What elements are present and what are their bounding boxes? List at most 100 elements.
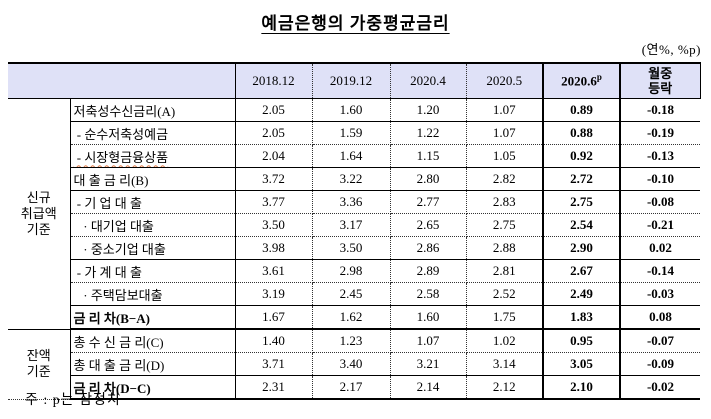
cell-value: 2.45: [312, 282, 391, 306]
row-label: 금 리 차(B−A): [70, 305, 236, 330]
cell-value: 2.86: [390, 236, 467, 260]
cell-value: 1.07: [390, 329, 467, 353]
cell-value: 1.60: [390, 305, 467, 330]
row-total-deposit-rate-c: 잔액 기준 총 수 신 금 리(C) 1.40 1.23 1.07 1.02 0…: [8, 329, 700, 400]
cell-value-current: 1.83: [542, 305, 621, 330]
cell-value-change: -0.21: [620, 213, 700, 237]
cell-value: 3.21: [390, 352, 467, 376]
cell-value-current: 0.88: [542, 121, 621, 145]
weighted-average-rates-table: 2018.12 2019.12 2020.4 2020.5 2020.6p 월중…: [8, 62, 701, 400]
row-label: - 기 업 대 출: [70, 190, 236, 214]
cell-value: 2.77: [390, 190, 467, 214]
cell-value: 3.19: [235, 282, 313, 306]
cell-value: 1.07: [466, 121, 543, 145]
cell-value-change: 0.08: [620, 305, 700, 330]
cell-value: 2.52: [466, 282, 543, 306]
monthly-change-line2: 등락: [648, 81, 673, 96]
cell-value: 1.64: [312, 144, 391, 168]
cell-value: 3.22: [312, 167, 391, 191]
cell-value: 3.50: [235, 213, 313, 237]
header-col-2018-12: 2018.12: [235, 62, 313, 99]
cell-value: 1.60: [312, 98, 391, 122]
cell-value: 2.83: [466, 190, 543, 214]
cell-value: 2.75: [466, 213, 543, 237]
preliminary-superscript: p: [596, 72, 602, 83]
cell-value-current: 2.90: [542, 236, 621, 260]
header-blank-cell: [8, 62, 236, 99]
cell-value: 2.80: [390, 167, 467, 191]
row-large-corp-loans: · 대기업 대출 3.50 3.17 2.65 2.75 2.54 -0.21: [8, 213, 700, 237]
cell-value-change: -0.02: [620, 375, 700, 400]
cell-value: 3.50: [312, 236, 391, 260]
cell-value-current: 2.54: [542, 213, 621, 237]
cell-value: 2.82: [466, 167, 543, 191]
cell-value-current: 0.92: [542, 144, 621, 168]
cell-value-change: -0.10: [620, 167, 700, 191]
cell-value: 2.31: [235, 375, 313, 400]
cell-value: 1.05: [466, 144, 543, 168]
header-col-2020-6-preliminary: 2020.6p: [542, 62, 621, 99]
row-label: 금 리 차(D−C): [70, 375, 236, 400]
cell-value-change: -0.14: [620, 259, 700, 283]
cell-value: 1.22: [390, 121, 467, 145]
cell-value-current: 0.89: [542, 98, 621, 122]
cell-value: 2.05: [235, 121, 313, 145]
cell-value: 2.65: [390, 213, 467, 237]
cell-value-change: -0.18: [620, 98, 700, 122]
cell-value: 3.17: [312, 213, 391, 237]
cell-value: 2.81: [466, 259, 543, 283]
row-market-type-products: - 시장형금융상품 2.04 1.64 1.15 1.05 0.92 -0.13: [8, 144, 700, 168]
row-corporate-loans: - 기 업 대 출 3.77 3.36 2.77 2.83 2.75 -0.08: [8, 190, 700, 214]
row-household-loans: - 가 계 대 출 3.61 2.98 2.89 2.81 2.67 -0.14: [8, 259, 700, 283]
cell-value-change: -0.09: [620, 352, 700, 376]
cell-value-current: 2.72: [542, 167, 621, 191]
row-label: 총 수 신 금 리(C): [70, 329, 236, 353]
header-col-2019-12: 2019.12: [312, 62, 391, 99]
row-label: 대 출 금 리(B): [70, 167, 236, 191]
cell-value: 1.59: [312, 121, 391, 145]
cell-value-change: -0.13: [620, 144, 700, 168]
page-title: 예금은행의 가중평균금리: [261, 14, 450, 33]
cell-value: 2.89: [390, 259, 467, 283]
cell-value-current: 2.75: [542, 190, 621, 214]
cell-value-change: -0.07: [620, 329, 700, 353]
header-col-2020-4: 2020.4: [390, 62, 467, 99]
cell-value-change: -0.19: [620, 121, 700, 145]
cell-value: 2.98: [312, 259, 391, 283]
cell-value: 3.40: [312, 352, 391, 376]
row-loan-rate-b: 대 출 금 리(B) 3.72 3.22 2.80 2.82 2.72 -0.1…: [8, 167, 700, 191]
row-spread-d-c: 금 리 차(D−C) 2.31 2.17 2.14 2.12 2.10 -0.0…: [8, 375, 700, 400]
cell-value: 1.15: [390, 144, 467, 168]
cell-value: 3.77: [235, 190, 313, 214]
row-label: 저축성수신금리(A): [70, 98, 236, 122]
cell-value-current: 2.49: [542, 282, 621, 306]
cell-value-change: -0.08: [620, 190, 700, 214]
cell-value: 2.58: [390, 282, 467, 306]
cell-value: 1.67: [235, 305, 313, 330]
cell-value: 1.23: [312, 329, 391, 353]
cell-value-change: 0.02: [620, 236, 700, 260]
cell-value-current: 2.10: [542, 375, 621, 400]
cell-value: 1.62: [312, 305, 391, 330]
header-current-label: 2020.6: [561, 73, 597, 89]
row-pure-savings-deposit: - 순수저축성예금 2.05 1.59 1.22 1.07 0.88 -0.19: [8, 121, 700, 145]
cell-value: 2.04: [235, 144, 313, 168]
cell-value-current: 2.67: [542, 259, 621, 283]
cell-value-current: 0.95: [542, 329, 621, 353]
cell-value: 3.72: [235, 167, 313, 191]
row-label: · 주택담보대출: [70, 282, 236, 306]
cell-value-change: -0.03: [620, 282, 700, 306]
row-label: - 시장형금융상품: [70, 144, 236, 168]
cell-value: 3.61: [235, 259, 313, 283]
row-total-loan-rate-d: 총 대 출 금 리(D) 3.71 3.40 3.21 3.14 3.05 -0…: [8, 352, 700, 376]
cell-value: 3.98: [235, 236, 313, 260]
cell-value: 1.02: [466, 329, 543, 353]
cell-value: 2.14: [390, 375, 467, 400]
footnote: 주 : p는 잠정치: [25, 393, 121, 408]
cell-value: 1.20: [390, 98, 467, 122]
cell-value: 2.88: [466, 236, 543, 260]
row-label: · 대기업 대출: [70, 213, 236, 237]
row-label: · 중소기업 대출: [70, 236, 236, 260]
header-row: 2018.12 2019.12 2020.4 2020.5 2020.6p 월중…: [8, 62, 701, 99]
